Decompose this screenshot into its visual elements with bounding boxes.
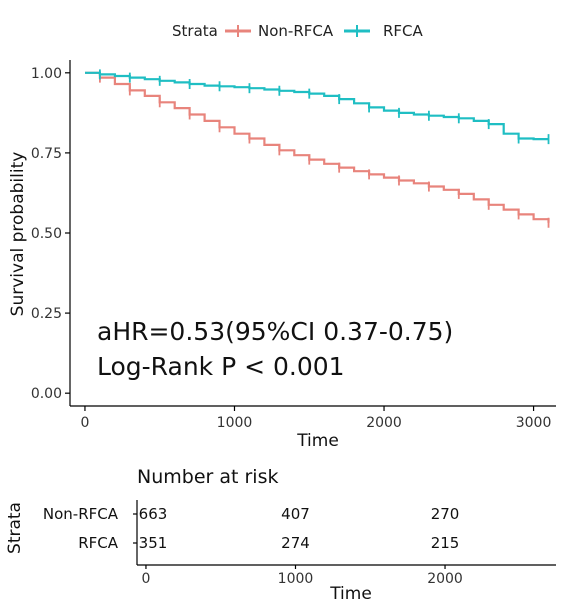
x-tick-label: 3000 [516,415,552,431]
y-axis-title: Survival probability [8,152,28,317]
risk-row-label: Non-RFCA [43,505,119,523]
risk-value: 663 [139,505,168,523]
legend: Strata Non-RFCA RFCA [172,22,424,40]
x-tick-label: 1000 [217,415,253,431]
series-line-non-rfca [85,71,550,223]
risk-table: Number at risk Strata Non-RFCA6634072706… [5,466,556,604]
risk-x-tick-label: 1000 [278,571,314,587]
risk-table-rows: Non-RFCA66340727065RFCA35127421538 [43,505,460,552]
series-group [85,69,550,228]
legend-entry-rfca: RFCA [344,22,424,40]
y-tick-label: 0.50 [31,226,62,242]
y-tick-label: 1.00 [31,66,62,82]
y-axis-ticks: 0.00 0.25 0.50 0.75 1.00 [31,66,70,402]
survival-plot: 0.00 0.25 0.50 0.75 1.00 0 1000 2000 3000 Survi… [8,60,556,451]
series-rfca [85,69,550,145]
legend-label-non-rfca: Non-RFCA [258,22,334,40]
x-tick-label: 2000 [366,415,402,431]
risk-value: 270 [431,505,460,523]
hazard-ratio-annotation: aHR=0.53(95%CI 0.37-0.75) [97,317,453,346]
legend-title: Strata [172,22,218,40]
x-axis-ticks: 0 1000 2000 3000 [80,406,551,431]
series-line-rfca [85,71,549,141]
legend-entry-non-rfca: Non-RFCA [225,22,334,40]
legend-label-rfca: RFCA [383,22,424,40]
y-tick-label: 0.75 [31,146,62,162]
risk-value: 274 [281,534,310,552]
risk-row-label: RFCA [78,534,119,552]
risk-table-x-title: Time [329,584,372,604]
x-tick-label: 0 [80,415,89,431]
risk-value: 351 [139,534,168,552]
y-tick-label: 0.25 [31,306,62,322]
risk-value: 215 [431,534,460,552]
x-axis-title: Time [296,431,339,451]
log-rank-annotation: Log-Rank P < 0.001 [97,352,345,381]
risk-table-title: Number at risk [137,466,279,488]
series-non-rfca [85,71,550,228]
y-tick-label: 0.00 [31,386,62,402]
risk-x-tick-label: 2000 [427,571,463,587]
risk-value: 407 [281,505,310,523]
risk-table-y-title: Strata [5,502,25,554]
risk-x-tick-label: 0 [141,571,150,587]
